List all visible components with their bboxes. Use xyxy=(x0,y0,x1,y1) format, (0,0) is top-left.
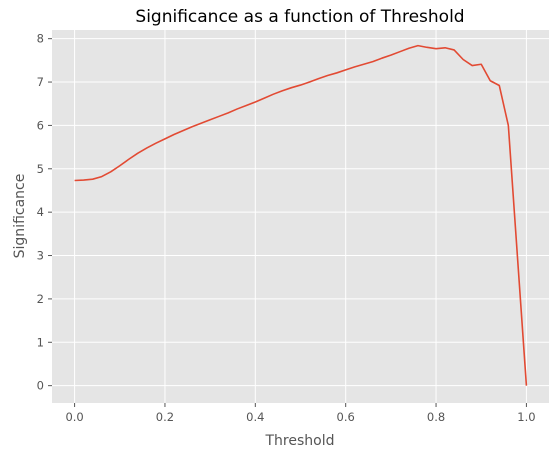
x-tick-label: 0.2 xyxy=(156,410,174,424)
x-tick-label: 0.8 xyxy=(427,410,445,424)
y-axis-label: Significance xyxy=(12,174,28,259)
x-axis-label: Threshold xyxy=(265,433,335,449)
x-tick-label: 0.4 xyxy=(246,410,264,424)
plot-area xyxy=(52,30,549,403)
y-tick-label: 2 xyxy=(37,292,44,306)
chart-title: Significance as a function of Threshold xyxy=(135,7,464,27)
y-tick-label: 4 xyxy=(37,205,44,219)
y-tick-label: 1 xyxy=(37,335,44,349)
y-tick-label: 7 xyxy=(37,75,44,89)
x-tick-label: 1.0 xyxy=(517,410,535,424)
y-tick-label: 8 xyxy=(37,32,44,46)
y-tick-label: 6 xyxy=(37,118,44,132)
y-tick-label: 3 xyxy=(37,249,44,263)
y-tick-label: 0 xyxy=(37,379,44,393)
y-tick-label: 5 xyxy=(37,162,44,176)
x-tick-label: 0.6 xyxy=(337,410,355,424)
x-tick-label: 0.0 xyxy=(65,410,83,424)
